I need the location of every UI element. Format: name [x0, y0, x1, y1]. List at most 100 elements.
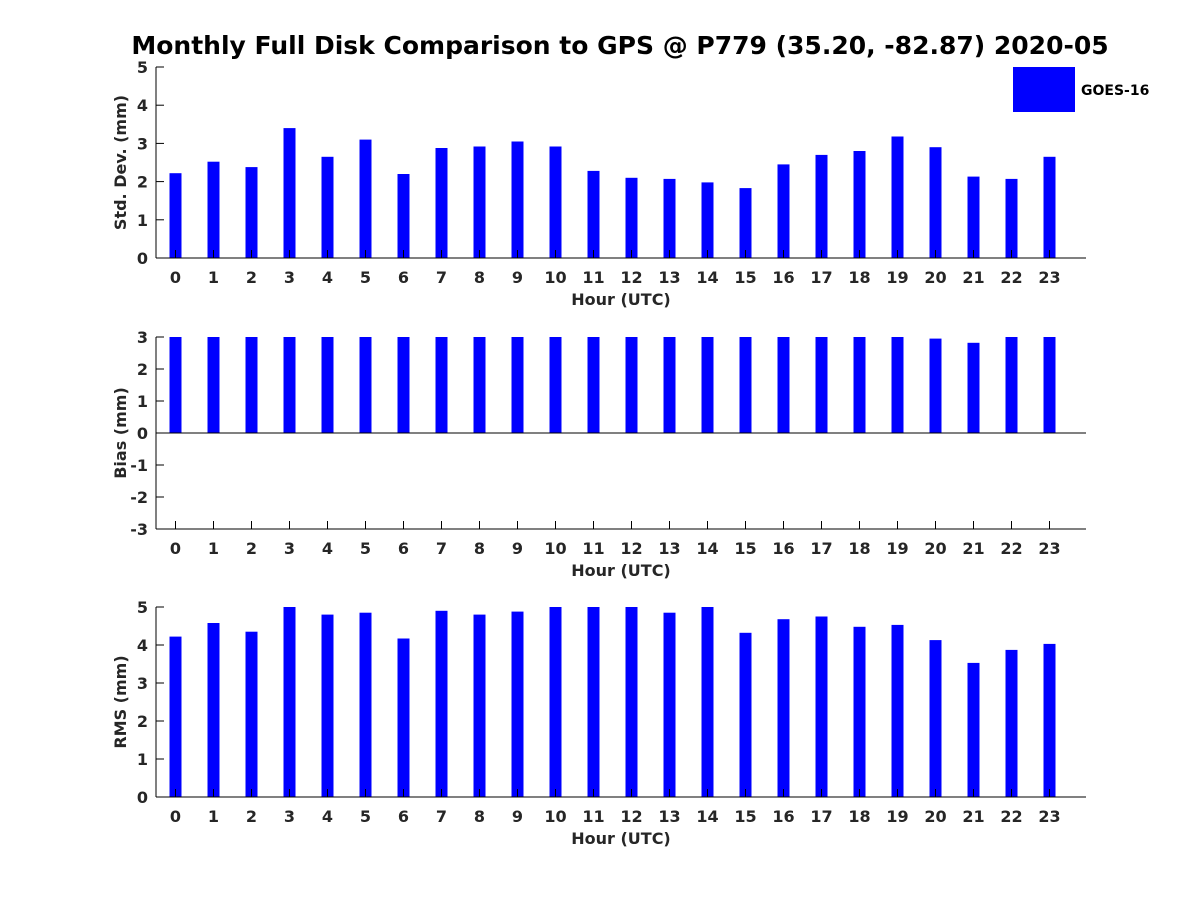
ytick-label-1-6: 3 — [137, 328, 148, 347]
xtick-label-2-13: 13 — [658, 807, 680, 826]
xtick-label-0-18: 18 — [848, 268, 870, 287]
bar-1-6 — [397, 337, 410, 433]
xtick-label-2-18: 18 — [848, 807, 870, 826]
bar-1-1 — [207, 337, 220, 433]
xtick-label-2-19: 19 — [886, 807, 908, 826]
xtick-label-2-6: 6 — [398, 807, 409, 826]
xtick-label-1-22: 22 — [1000, 539, 1022, 558]
xtick-label-0-11: 11 — [582, 268, 604, 287]
bar-2-1 — [207, 623, 220, 797]
ytick-label-0-5: 5 — [137, 58, 148, 77]
xtick-label-2-23: 23 — [1038, 807, 1060, 826]
xtick-label-2-2: 2 — [246, 807, 257, 826]
bar-1-12 — [625, 337, 638, 433]
bar-0-19 — [891, 136, 904, 258]
bar-1-5 — [359, 337, 372, 433]
ytick-label-1-2: -1 — [130, 456, 148, 475]
xtick-label-0-0: 0 — [170, 268, 181, 287]
bar-1-11 — [587, 337, 600, 433]
xlabel-0: Hour (UTC) — [571, 290, 671, 309]
bar-0-12 — [625, 177, 638, 258]
bar-2-18 — [853, 626, 866, 797]
bar-0-4 — [321, 156, 334, 258]
xtick-label-1-2: 2 — [246, 539, 257, 558]
xtick-label-0-6: 6 — [398, 268, 409, 287]
ytick-label-0-0: 0 — [137, 249, 148, 268]
xtick-label-0-16: 16 — [772, 268, 794, 287]
xtick-label-1-10: 10 — [544, 539, 566, 558]
xtick-label-1-7: 7 — [436, 539, 447, 558]
xtick-label-1-12: 12 — [620, 539, 642, 558]
xtick-label-1-14: 14 — [696, 539, 718, 558]
xtick-label-0-4: 4 — [322, 268, 333, 287]
xtick-label-0-5: 5 — [360, 268, 371, 287]
xtick-label-1-5: 5 — [360, 539, 371, 558]
legend-swatch — [1013, 67, 1075, 112]
bar-0-21 — [967, 176, 980, 258]
ylabel-0: Std. Dev. (mm) — [111, 95, 130, 230]
bar-1-19 — [891, 337, 904, 433]
xtick-label-0-1: 1 — [208, 268, 219, 287]
bar-0-0 — [169, 173, 182, 258]
xtick-label-2-5: 5 — [360, 807, 371, 826]
bar-1-2 — [245, 337, 258, 433]
xtick-label-0-15: 15 — [734, 268, 756, 287]
bar-1-7 — [435, 337, 448, 433]
xtick-label-2-21: 21 — [962, 807, 984, 826]
bar-2-0 — [169, 636, 182, 797]
xtick-label-1-8: 8 — [474, 539, 485, 558]
bar-2-3 — [283, 607, 296, 797]
bar-0-10 — [549, 146, 562, 258]
xtick-label-2-10: 10 — [544, 807, 566, 826]
xtick-label-0-8: 8 — [474, 268, 485, 287]
bar-0-20 — [929, 147, 942, 258]
ytick-label-2-3: 3 — [137, 674, 148, 693]
ytick-label-0-1: 1 — [137, 211, 148, 230]
bar-1-0 — [169, 337, 182, 433]
xtick-label-0-21: 21 — [962, 268, 984, 287]
xtick-label-2-3: 3 — [284, 807, 295, 826]
bar-1-20 — [929, 338, 942, 433]
bar-2-14 — [701, 607, 714, 797]
bar-0-14 — [701, 182, 714, 258]
bar-0-18 — [853, 151, 866, 258]
bar-2-2 — [245, 631, 258, 797]
bar-2-23 — [1043, 643, 1056, 797]
xtick-label-0-14: 14 — [696, 268, 718, 287]
xtick-label-1-3: 3 — [284, 539, 295, 558]
bar-2-21 — [967, 662, 980, 797]
xtick-label-0-9: 9 — [512, 268, 523, 287]
bar-2-12 — [625, 607, 638, 797]
bar-2-9 — [511, 611, 524, 797]
bar-1-3 — [283, 337, 296, 433]
bar-2-10 — [549, 607, 562, 797]
xtick-label-1-19: 19 — [886, 539, 908, 558]
xlabel-2: Hour (UTC) — [571, 829, 671, 848]
xtick-label-1-17: 17 — [810, 539, 832, 558]
bar-0-23 — [1043, 156, 1056, 258]
xtick-label-2-15: 15 — [734, 807, 756, 826]
xtick-label-0-17: 17 — [810, 268, 832, 287]
xtick-label-1-23: 23 — [1038, 539, 1060, 558]
ytick-label-2-2: 2 — [137, 712, 148, 731]
xtick-label-1-18: 18 — [848, 539, 870, 558]
ytick-label-2-0: 0 — [137, 788, 148, 807]
bar-1-9 — [511, 337, 524, 433]
xtick-label-0-22: 22 — [1000, 268, 1022, 287]
xtick-label-0-19: 19 — [886, 268, 908, 287]
bar-1-14 — [701, 337, 714, 433]
xtick-label-2-20: 20 — [924, 807, 946, 826]
xtick-label-1-21: 21 — [962, 539, 984, 558]
bar-2-4 — [321, 614, 334, 797]
bar-0-7 — [435, 148, 448, 258]
bar-2-8 — [473, 614, 486, 797]
ytick-label-0-3: 3 — [137, 134, 148, 153]
bar-0-1 — [207, 161, 220, 258]
bar-0-13 — [663, 178, 676, 258]
bar-2-13 — [663, 612, 676, 797]
xtick-label-0-20: 20 — [924, 268, 946, 287]
bar-2-7 — [435, 610, 448, 797]
